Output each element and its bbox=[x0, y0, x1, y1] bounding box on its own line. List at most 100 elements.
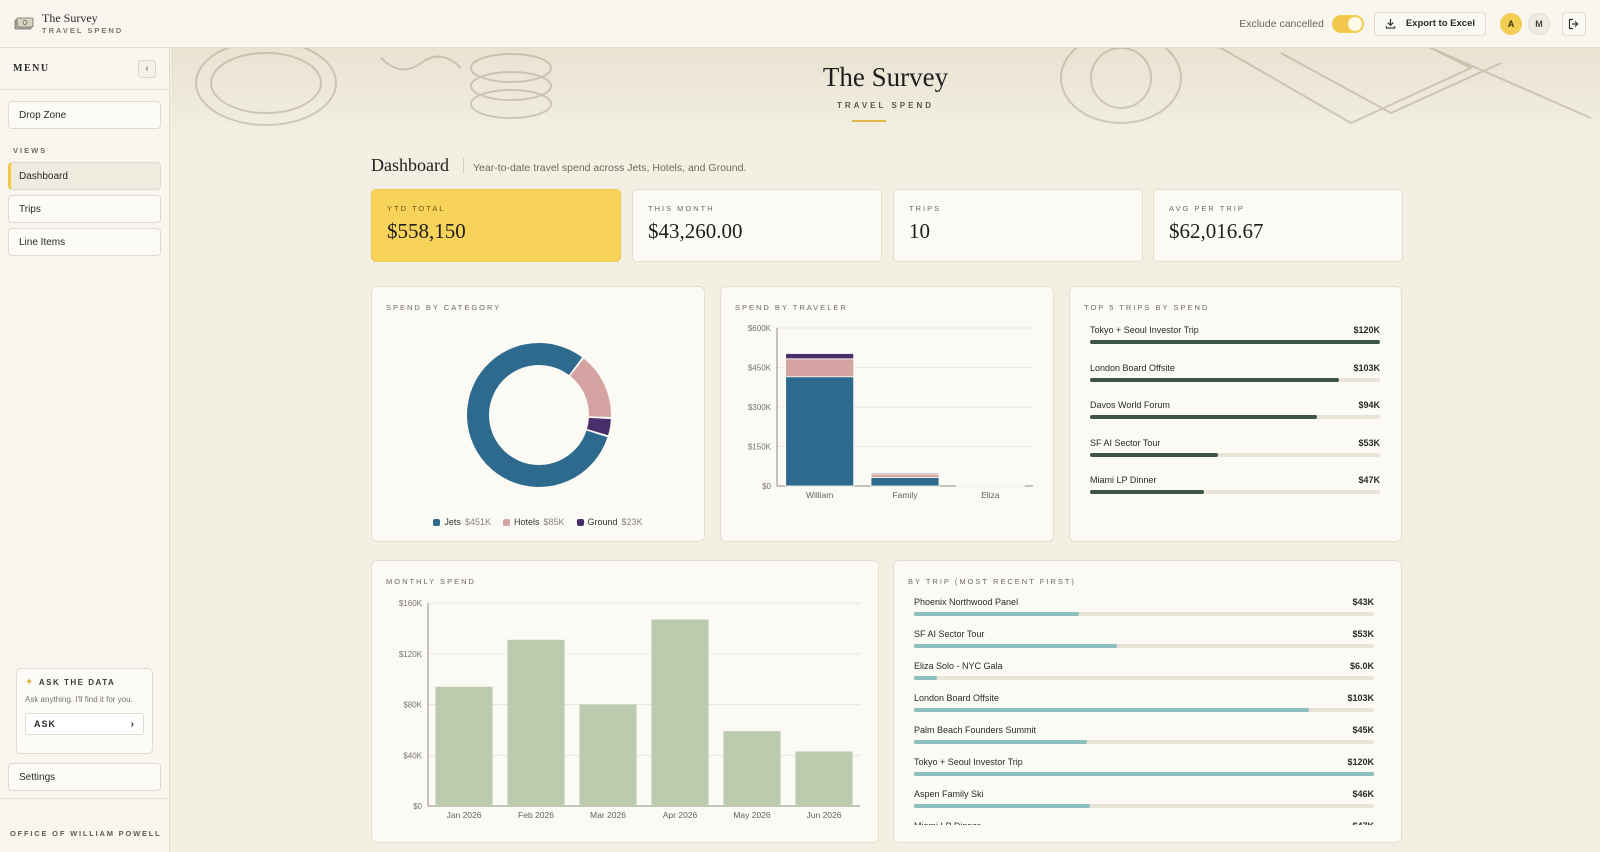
menu-title: MENU bbox=[13, 63, 50, 74]
exclude-cancelled-toggle[interactable] bbox=[1331, 14, 1364, 33]
ask-the-data-panel: ✦ ASK THE DATA Ask anything. I'll find i… bbox=[16, 668, 153, 754]
row-header: London Board Offsite $103K bbox=[1090, 363, 1380, 373]
legend-item-jets: Jets $451K bbox=[433, 517, 491, 527]
y-tick-label: $0 bbox=[762, 482, 771, 491]
trip-row[interactable]: SF AI Sector Tour $53K bbox=[914, 629, 1374, 648]
trip-amount: $46K bbox=[1352, 789, 1374, 799]
ask-button[interactable]: ASK › bbox=[25, 713, 144, 735]
bar-fill bbox=[1090, 415, 1318, 419]
row-header: Phoenix Northwood Panel $43K bbox=[914, 597, 1374, 607]
sidebar-divider bbox=[0, 798, 170, 799]
chevron-right-icon: › bbox=[130, 718, 135, 730]
monthly-bar-chart: $0 $40K $80K $120K $160K Jan 2026 Feb 2026 Mar … bbox=[399, 599, 860, 820]
trip-row[interactable]: Palm Beach Founders Summit $45K bbox=[914, 725, 1374, 744]
kpi-label: AVG PER TRIP bbox=[1169, 204, 1245, 213]
y-tick-label: $450K bbox=[748, 364, 772, 373]
y-tick-label: $300K bbox=[748, 403, 772, 412]
y-tick-label: $160K bbox=[399, 599, 423, 608]
sidebar: MENU ‹ Drop Zone VIEWS Dashboard Trips L… bbox=[0, 48, 170, 852]
avatar-m[interactable]: M bbox=[1528, 12, 1550, 35]
bar-segment-jets bbox=[870, 477, 940, 487]
top-bar: The Survey TRAVEL SPEND Exclude cancelle… bbox=[0, 0, 1600, 48]
avatar-a[interactable]: A bbox=[1500, 12, 1522, 35]
donut-chart bbox=[467, 343, 611, 487]
by-trip-card: BY TRIP (MOST RECENT FIRST) Phoenix Nort… bbox=[893, 560, 1402, 843]
top-trip-row[interactable]: Tokyo + Seoul Investor Trip $120K bbox=[1090, 325, 1380, 344]
sidebar-item-trips[interactable]: Trips bbox=[8, 195, 161, 223]
x-tick-label: May 2026 bbox=[733, 810, 771, 820]
brand-title: The Survey bbox=[42, 11, 98, 25]
trip-row[interactable]: London Board Offsite $103K bbox=[914, 693, 1374, 712]
trip-row[interactable]: Eliza Solo - NYC Gala $6.0K bbox=[914, 661, 1374, 680]
row-header: SF AI Sector Tour $53K bbox=[914, 629, 1374, 639]
kpi-value: $558,150 bbox=[387, 219, 466, 243]
bar-track bbox=[914, 740, 1374, 744]
bar-fill bbox=[914, 708, 1309, 712]
ask-title-row: ✦ ASK THE DATA bbox=[25, 677, 144, 688]
x-tick-label: Eliza bbox=[981, 490, 1000, 500]
trip-amount: $103K bbox=[1347, 693, 1374, 703]
x-tick-label: William bbox=[806, 490, 833, 500]
kpi-value: $62,016.67 bbox=[1169, 219, 1264, 243]
kpi-label: TRIPS bbox=[909, 204, 942, 213]
trip-amount: $47K bbox=[1352, 821, 1374, 825]
trip-name: London Board Offsite bbox=[914, 693, 999, 703]
menu-header: MENU ‹ bbox=[0, 48, 169, 90]
brand[interactable]: The Survey TRAVEL SPEND bbox=[14, 12, 123, 35]
bar-track bbox=[1090, 415, 1380, 419]
legend-swatch bbox=[433, 518, 441, 526]
x-tick-label: Feb 2026 bbox=[518, 810, 554, 820]
trip-row[interactable]: Tokyo + Seoul Investor Trip $120K bbox=[914, 757, 1374, 776]
bar-segment-jets bbox=[785, 376, 855, 487]
trip-row[interactable]: Phoenix Northwood Panel $43K bbox=[914, 597, 1374, 616]
bar-fill bbox=[914, 676, 937, 680]
bar-fill bbox=[1090, 340, 1380, 344]
x-tick-label: Jan 2026 bbox=[447, 810, 482, 820]
legend-swatch bbox=[502, 518, 510, 526]
bar-track bbox=[914, 804, 1374, 808]
trip-amount: $53K bbox=[1352, 629, 1374, 639]
legend-value: $85K bbox=[543, 517, 565, 527]
top-trip-row[interactable]: Davos World Forum $94K bbox=[1090, 400, 1380, 419]
kpi-value: 10 bbox=[909, 219, 930, 243]
trip-name: Eliza Solo - NYC Gala bbox=[914, 661, 1003, 671]
month-bar bbox=[435, 686, 493, 806]
row-header: Tokyo + Seoul Investor Trip $120K bbox=[1090, 325, 1380, 335]
kpi-label: THIS MONTH bbox=[648, 204, 715, 213]
y-tick-label: $600K bbox=[748, 324, 772, 333]
month-bar bbox=[795, 751, 853, 806]
top-trip-row[interactable]: SF AI Sector Tour $53K bbox=[1090, 438, 1380, 457]
trip-amount: $94K bbox=[1358, 400, 1380, 410]
logout-button[interactable] bbox=[1562, 11, 1586, 36]
drop-zone-button[interactable]: Drop Zone bbox=[8, 101, 161, 129]
sidebar-item-line-items[interactable]: Line Items bbox=[8, 228, 161, 256]
trip-row[interactable]: Aspen Family Ski $46K bbox=[914, 789, 1374, 808]
row-header: Eliza Solo - NYC Gala $6.0K bbox=[914, 661, 1374, 671]
ask-button-label: ASK bbox=[34, 719, 57, 729]
row-header: Aspen Family Ski $46K bbox=[914, 789, 1374, 799]
sidebar-item-dashboard[interactable]: Dashboard bbox=[8, 162, 161, 190]
settings-button[interactable]: Settings bbox=[8, 763, 161, 791]
title-separator bbox=[463, 158, 464, 174]
trip-row[interactable]: Miami LP Dinner $47K bbox=[914, 821, 1374, 825]
exclude-cancelled-label: Exclude cancelled bbox=[1239, 17, 1324, 30]
page-title: Dashboard bbox=[371, 155, 449, 175]
trip-name: London Board Offsite bbox=[1090, 362, 1175, 373]
top-trip-row[interactable]: London Board Offsite $103K bbox=[1090, 363, 1380, 382]
bar-track bbox=[1090, 452, 1380, 457]
brand-subtitle: TRAVEL SPEND bbox=[42, 26, 124, 35]
bar-track bbox=[1090, 377, 1380, 382]
row-header: SF AI Sector Tour $53K bbox=[1090, 438, 1380, 448]
y-tick-label: $80K bbox=[403, 701, 422, 710]
card-title: TOP 5 TRIPS BY SPEND bbox=[1084, 303, 1210, 312]
top-trip-row[interactable]: Miami LP Dinner $47K bbox=[1090, 475, 1380, 494]
toggle-knob bbox=[1347, 16, 1362, 31]
bar-segment-ground bbox=[870, 472, 940, 475]
views-label: VIEWS bbox=[13, 146, 48, 155]
export-excel-button[interactable]: Export to Excel bbox=[1373, 11, 1486, 36]
trip-amount: $45K bbox=[1352, 725, 1374, 735]
collapse-sidebar-button[interactable]: ‹ bbox=[138, 59, 156, 78]
bar-track bbox=[1090, 340, 1380, 344]
bar-fill bbox=[914, 804, 1091, 808]
month-bar bbox=[651, 619, 709, 806]
